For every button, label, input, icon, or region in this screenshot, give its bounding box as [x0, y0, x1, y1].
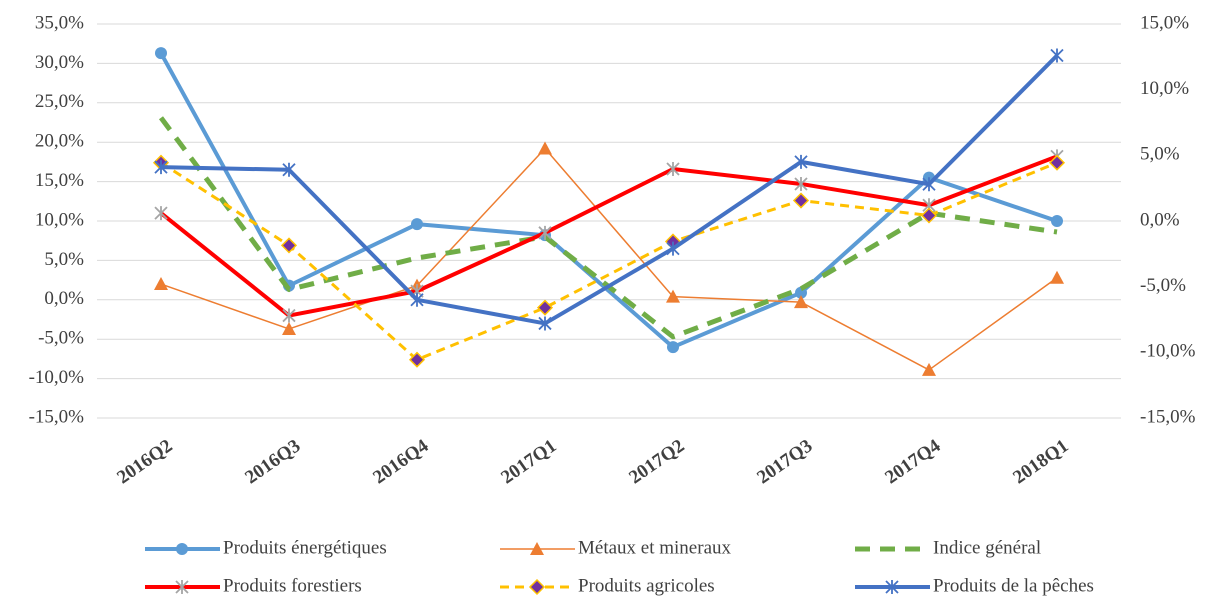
legend-marker — [528, 578, 546, 596]
point — [922, 362, 936, 376]
legend-label: Produits énergétiques — [223, 537, 387, 558]
x-tick-label: 2017Q3 — [753, 435, 816, 488]
point — [666, 289, 680, 303]
point — [1051, 215, 1063, 227]
point — [1048, 154, 1066, 171]
point — [1050, 270, 1064, 284]
point — [538, 225, 552, 240]
point — [794, 154, 808, 169]
x-tick-label: 2016Q3 — [241, 435, 304, 488]
point — [538, 316, 552, 331]
point — [154, 206, 168, 221]
point — [280, 237, 298, 254]
y-tick-label: 10,0% — [35, 209, 84, 230]
point — [792, 192, 810, 209]
legend-label: Indice général — [933, 537, 1041, 558]
x-tick-label: 2017Q4 — [881, 435, 944, 488]
point — [408, 351, 426, 368]
legend-label: Produits agricoles — [578, 575, 715, 596]
y-tick-label: 0,0% — [44, 288, 84, 309]
y2-tick-label: -10,0% — [1140, 341, 1196, 362]
point — [538, 141, 552, 155]
y-tick-label: 20,0% — [35, 131, 84, 152]
point — [282, 308, 296, 323]
y-tick-label: 5,0% — [44, 249, 84, 270]
y-tick-label: 35,0% — [35, 12, 84, 33]
point — [794, 295, 808, 309]
legend-marker — [885, 580, 899, 594]
y-tick-label: -5,0% — [38, 328, 84, 349]
y2-tick-label: -5,0% — [1140, 275, 1186, 296]
y2-tick-label: 5,0% — [1140, 144, 1180, 165]
legend-marker — [175, 580, 189, 594]
point — [154, 277, 168, 291]
series-line — [159, 52, 1058, 350]
series-line — [160, 161, 1058, 362]
point — [154, 160, 168, 175]
legend-label: Produits forestiers — [223, 575, 362, 596]
y2-tick-label: 10,0% — [1140, 78, 1189, 99]
point — [411, 218, 423, 231]
point — [794, 176, 808, 191]
point — [536, 299, 554, 316]
point — [155, 47, 167, 60]
point — [920, 207, 938, 224]
x-tick-label: 2016Q4 — [369, 435, 432, 488]
y-tick-label: 30,0% — [35, 52, 84, 73]
point — [410, 292, 424, 307]
y-tick-label: -10,0% — [29, 367, 85, 388]
y2-tick-label: 15,0% — [1140, 12, 1189, 33]
series-line — [160, 54, 1059, 326]
x-tick-label: 2016Q2 — [113, 435, 176, 488]
x-tick-label: 2017Q1 — [497, 435, 560, 488]
point — [282, 321, 296, 335]
y2-tick-label: 0,0% — [1140, 209, 1180, 230]
legend-label: Produits de la pêches — [933, 575, 1094, 596]
point — [922, 177, 936, 192]
series-line — [159, 154, 1058, 318]
series-line — [160, 147, 1058, 371]
point — [666, 161, 680, 176]
point — [666, 241, 680, 256]
y-tick-label: 25,0% — [35, 91, 84, 112]
point — [282, 162, 296, 177]
legend-marker — [530, 542, 544, 555]
legend-label: Métaux et mineraux — [578, 537, 732, 558]
y-tick-label: -15,0% — [29, 406, 85, 427]
y2-tick-label: -15,0% — [1140, 406, 1196, 427]
x-tick-label: 2018Q1 — [1009, 435, 1072, 488]
point — [667, 341, 679, 354]
y-tick-label: 15,0% — [35, 170, 84, 191]
series-line — [158, 116, 1058, 340]
legend-marker — [176, 543, 188, 555]
point — [1050, 48, 1064, 63]
x-tick-label: 2017Q2 — [625, 435, 688, 488]
